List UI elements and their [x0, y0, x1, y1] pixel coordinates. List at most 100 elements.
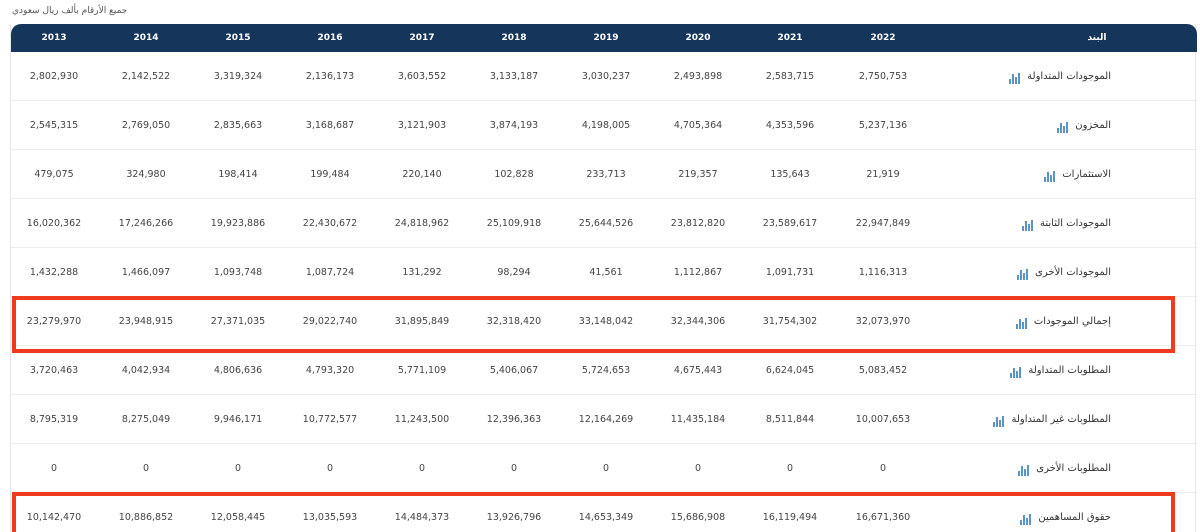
value-cell: 24,818,962 — [394, 218, 450, 229]
value-cell: 5,406,067 — [489, 365, 539, 376]
value-cell: 3,133,187 — [489, 71, 539, 82]
header-year: 2019 — [593, 33, 619, 43]
value-cell: 3,168,687 — [305, 120, 355, 131]
header-year: 2018 — [501, 33, 527, 43]
bar-chart-icon[interactable] — [1009, 73, 1021, 84]
value-cell: 4,353,596 — [765, 120, 815, 131]
value-cell: 1,112,867 — [673, 267, 723, 278]
value-cell: 3,121,903 — [397, 120, 447, 131]
value-cell: 2,769,050 — [121, 120, 171, 131]
value-cell: 3,720,463 — [29, 365, 79, 376]
table-row: الموجودات المتداولة 2,750,753 2,583,715 2,4… — [11, 52, 1197, 101]
table-row: المطلوبات غير المتداولة 10,007,653 8,511,8… — [11, 395, 1197, 444]
value-cell: 10,142,470 — [26, 512, 82, 523]
bar-chart-icon[interactable] — [1020, 514, 1032, 525]
value-cell: 9,946,171 — [213, 414, 263, 425]
value-cell: 2,493,898 — [673, 71, 723, 82]
value-cell: 198,414 — [218, 169, 258, 180]
header-year: 2016 — [317, 33, 343, 43]
value-cell: 4,042,934 — [121, 365, 171, 376]
value-cell: 10,007,653 — [855, 414, 911, 425]
value-cell: 8,795,319 — [29, 414, 79, 425]
row-label: حقوق المساهمين — [1038, 512, 1111, 523]
value-cell: 4,675,443 — [673, 365, 723, 376]
value-cell: 2,583,715 — [765, 71, 815, 82]
row-label: إجمالي الموجودات — [1033, 316, 1111, 327]
value-cell: 2,545,315 — [29, 120, 79, 131]
value-cell: 0 — [326, 463, 334, 474]
header-year: 2020 — [685, 33, 711, 43]
value-cell: 2,142,522 — [121, 71, 171, 82]
table-row: المطلوبات الأخرى 0 0 0 0 0 0 0 0 0 0 — [11, 444, 1197, 493]
value-cell: 23,279,970 — [26, 316, 82, 327]
value-cell: 10,886,852 — [118, 512, 174, 523]
bar-chart-icon[interactable] — [1015, 318, 1027, 329]
value-cell: 8,275,049 — [121, 414, 171, 425]
value-cell: 0 — [510, 463, 518, 474]
table-header: البند 2022 2021 2020 2019 2018 2017 2016 2015 201… — [11, 24, 1197, 52]
value-cell: 11,435,184 — [670, 414, 726, 425]
table-row: المخزون 5,237,136 4,353,596 4,705,364 4,198,… — [11, 101, 1197, 150]
value-cell: 2,835,663 — [213, 120, 263, 131]
bar-chart-icon[interactable] — [1010, 367, 1022, 378]
value-cell: 32,073,970 — [855, 316, 911, 327]
value-cell: 0 — [142, 463, 150, 474]
value-cell: 0 — [694, 463, 702, 474]
value-cell: 1,087,724 — [305, 267, 355, 278]
table-row: الموجودات الأخرى 1,116,313 1,091,731 1,112,… — [11, 248, 1197, 297]
row-label: المخزون — [1075, 120, 1111, 131]
row-label: الاستثمارات — [1062, 169, 1111, 180]
bar-chart-icon[interactable] — [1017, 269, 1029, 280]
value-cell: 479,075 — [34, 169, 74, 180]
value-cell: 3,030,237 — [581, 71, 631, 82]
value-cell: 22,947,849 — [855, 218, 911, 229]
value-cell: 1,093,748 — [213, 267, 263, 278]
value-cell: 2,802,930 — [29, 71, 79, 82]
value-cell: 23,948,915 — [118, 316, 174, 327]
value-cell: 5,237,136 — [858, 120, 908, 131]
value-cell: 19,923,886 — [210, 218, 266, 229]
table-row: حقوق المساهمين 16,671,360 16,119,494 15,686… — [11, 493, 1197, 532]
value-cell: 23,589,617 — [762, 218, 818, 229]
value-cell: 41,561 — [589, 267, 623, 278]
value-cell: 27,371,035 — [210, 316, 266, 327]
header-year: 2013 — [41, 33, 67, 43]
header-year: 2017 — [409, 33, 435, 43]
value-cell: 3,603,552 — [397, 71, 447, 82]
value-cell: 5,083,452 — [858, 365, 908, 376]
value-cell: 102,828 — [494, 169, 534, 180]
value-cell: 25,109,918 — [486, 218, 542, 229]
value-cell: 8,511,844 — [765, 414, 815, 425]
value-cell: 22,430,672 — [302, 218, 358, 229]
bar-chart-icon[interactable] — [1057, 122, 1069, 133]
row-label: الموجودات الأخرى — [1035, 267, 1111, 278]
value-cell: 324,980 — [126, 169, 166, 180]
value-cell: 4,806,636 — [213, 365, 263, 376]
value-cell: 31,895,849 — [394, 316, 450, 327]
value-cell: 17,246,266 — [118, 218, 174, 229]
header-year: 2022 — [870, 33, 896, 43]
header-year: 2014 — [133, 33, 159, 43]
value-cell: 12,396,363 — [486, 414, 542, 425]
row-label: المطلوبات المتداولة — [1028, 365, 1111, 376]
value-cell: 219,357 — [678, 169, 718, 180]
value-cell: 220,140 — [402, 169, 442, 180]
value-cell: 0 — [50, 463, 58, 474]
highlight-box — [12, 296, 1175, 353]
value-cell: 0 — [418, 463, 426, 474]
bar-chart-icon[interactable] — [993, 416, 1005, 427]
value-cell: 2,136,173 — [305, 71, 355, 82]
header-year: 2015 — [225, 33, 251, 43]
table-row: الموجودات الثابتة 22,947,849 23,589,617 23,… — [11, 199, 1197, 248]
bar-chart-icon[interactable] — [1022, 220, 1033, 231]
value-cell: 13,926,796 — [486, 512, 542, 523]
value-cell: 32,344,306 — [670, 316, 726, 327]
bar-chart-icon[interactable] — [1018, 465, 1030, 476]
value-cell: 12,164,269 — [578, 414, 634, 425]
value-cell: 0 — [602, 463, 610, 474]
value-cell: 25,644,526 — [578, 218, 634, 229]
value-cell: 33,148,042 — [578, 316, 634, 327]
value-cell: 16,119,494 — [762, 512, 818, 523]
bar-chart-icon[interactable] — [1044, 171, 1056, 182]
value-cell: 98,294 — [497, 267, 531, 278]
